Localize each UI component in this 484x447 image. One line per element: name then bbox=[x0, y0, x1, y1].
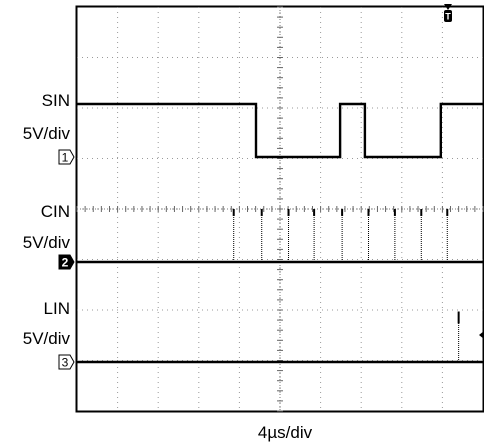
traces bbox=[77, 102, 483, 364]
trigger-marker-icon: T bbox=[444, 4, 452, 22]
lin-scale: 5V/div bbox=[23, 329, 71, 348]
channel-2-marker: 2 bbox=[58, 254, 75, 270]
cin-label: CIN bbox=[41, 202, 70, 221]
channel-1-marker-number: 1 bbox=[62, 151, 69, 165]
offscreen-arrow-icon bbox=[479, 331, 484, 339]
sin-label: SIN bbox=[42, 91, 70, 110]
lin-label: LIN bbox=[44, 299, 70, 318]
sin-trace bbox=[77, 102, 483, 159]
cin-scale: 5V/div bbox=[23, 233, 71, 252]
channel-3-marker: 3 bbox=[58, 354, 75, 370]
channel-3-marker-number: 3 bbox=[62, 356, 69, 370]
channel-1-marker: 1 bbox=[58, 149, 75, 165]
x-axis-label: 4µs/div bbox=[258, 423, 313, 442]
trigger-marker-letter: T bbox=[445, 12, 451, 22]
sin-scale: 5V/div bbox=[23, 124, 71, 143]
channel-2-marker-number: 2 bbox=[62, 256, 69, 270]
